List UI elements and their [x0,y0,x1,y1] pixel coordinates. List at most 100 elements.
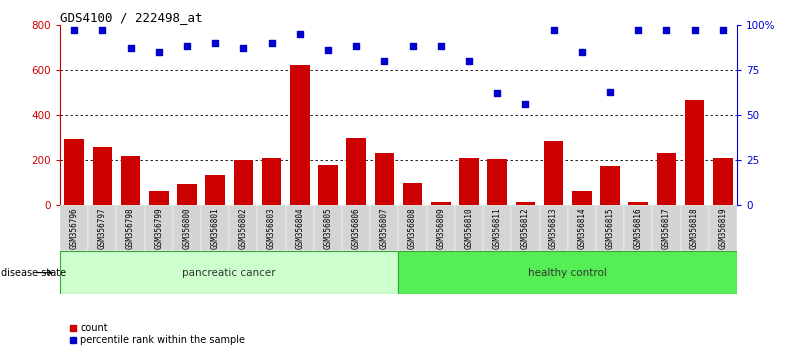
Point [321,47,334,53]
Bar [64,139,84,205]
Bar [370,205,398,251]
Point [209,40,222,46]
Bar [92,147,112,205]
Bar [173,205,201,251]
Point [293,31,306,37]
Bar [314,205,342,251]
Bar [318,165,338,205]
Bar [685,101,705,205]
Bar [149,191,169,205]
Text: GSM356811: GSM356811 [493,207,501,249]
Bar [229,205,257,251]
Bar [624,205,652,251]
Point [688,27,701,33]
Bar [455,205,483,251]
Text: GSM356817: GSM356817 [662,207,671,249]
Point [632,27,645,33]
Text: GSM356808: GSM356808 [408,207,417,249]
Text: GSM356816: GSM356816 [634,207,642,249]
Bar [177,184,197,205]
Bar [657,153,676,205]
Bar [286,205,314,251]
Text: GSM356798: GSM356798 [126,207,135,249]
Bar [346,138,366,205]
Point [124,45,137,51]
Bar [511,205,540,251]
Point [660,27,673,33]
Bar [399,251,737,294]
Text: GSM356813: GSM356813 [549,207,558,249]
Text: GSM356809: GSM356809 [437,207,445,249]
Point [491,91,504,96]
Text: GSM356800: GSM356800 [183,207,191,249]
Point [350,44,363,49]
Point [604,89,617,95]
Text: GSM356803: GSM356803 [267,207,276,249]
Text: GSM356812: GSM356812 [521,207,530,249]
Bar [257,205,286,251]
Bar [60,251,399,294]
Point [463,58,476,64]
Legend: count, percentile rank within the sample: count, percentile rank within the sample [65,319,249,349]
Bar [88,205,116,251]
Point [68,27,81,33]
Bar [568,205,596,251]
Text: GSM356804: GSM356804 [296,207,304,249]
Point [547,27,560,33]
Bar [262,158,281,205]
Bar [399,205,427,251]
Bar [205,175,225,205]
Point [716,27,729,33]
Bar [234,160,253,205]
Text: GSM356814: GSM356814 [578,207,586,249]
Bar [600,166,620,205]
Text: GSM356807: GSM356807 [380,207,389,249]
Point [96,27,109,33]
Text: GSM356802: GSM356802 [239,207,248,249]
Text: GSM356805: GSM356805 [324,207,332,249]
Text: GSM356796: GSM356796 [70,207,78,249]
Text: GSM356818: GSM356818 [690,207,699,249]
Bar [121,156,140,205]
Text: GSM356810: GSM356810 [465,207,473,249]
Bar [628,202,648,205]
Bar [540,205,568,251]
Text: GSM356801: GSM356801 [211,207,219,249]
Bar [60,205,88,251]
Text: pancreatic cancer: pancreatic cancer [183,268,276,278]
Point [237,45,250,51]
Bar [375,153,394,205]
Text: GSM356819: GSM356819 [718,207,727,249]
Point [519,101,532,107]
Bar [342,205,370,251]
Bar [116,205,145,251]
Bar [652,205,681,251]
Point [575,49,588,55]
Point [152,49,165,55]
Text: GSM356797: GSM356797 [98,207,107,249]
Point [406,44,419,49]
Bar [709,205,737,251]
Text: GSM356806: GSM356806 [352,207,360,249]
Point [378,58,391,64]
Bar [487,159,507,205]
Bar [572,191,592,205]
Bar [713,158,733,205]
Bar [516,202,535,205]
Point [180,44,193,49]
Text: healthy control: healthy control [529,268,607,278]
Text: GSM356799: GSM356799 [155,207,163,249]
Bar [403,183,422,205]
Bar [459,158,479,205]
Text: disease state: disease state [1,268,66,278]
Bar [145,205,173,251]
Bar [290,65,310,205]
Point [434,44,447,49]
Text: GDS4100 / 222498_at: GDS4100 / 222498_at [60,11,203,24]
Bar [483,205,511,251]
Bar [201,205,229,251]
Bar [427,205,455,251]
Bar [431,202,451,205]
Bar [681,205,709,251]
Bar [596,205,624,251]
